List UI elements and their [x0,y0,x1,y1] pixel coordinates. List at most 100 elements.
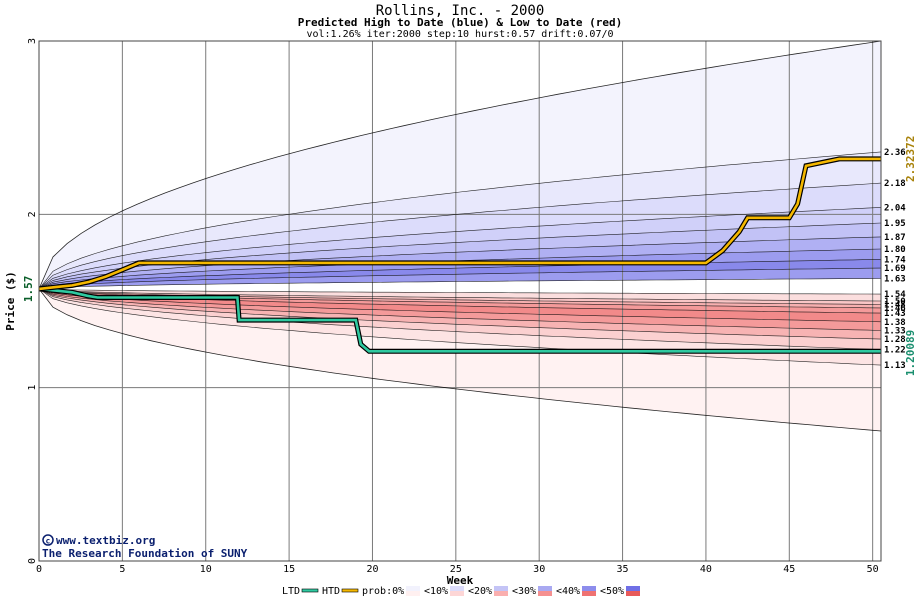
level-label: 1.74 [884,255,906,265]
y-tick-label: 2 [27,211,38,217]
contour-line [38,236,882,290]
credits: c www.textbiz.org The Research Foundatio… [42,534,248,560]
contour-line [38,288,882,350]
credit-url: www.textbiz.org [56,534,155,547]
chart-title: Rollins, Inc. - 2000 [376,3,545,19]
x-tick-label: 5 [119,564,125,575]
ltd-line [38,287,881,353]
x-tick-label: 45 [783,564,795,575]
probability-bands [39,41,881,431]
legend-label: <40% [556,586,580,597]
x-tick-label: 50 [867,564,879,575]
legend-swatch-top [626,586,640,591]
legend-swatch-bottom [626,591,640,596]
band-mid [39,278,881,295]
credit-org: The Research Foundation of SUNY [42,547,248,560]
level-label: 1.13 [884,361,906,371]
band-high-0 [39,41,881,289]
band-high-4 [39,223,881,289]
band-low-6 [39,288,881,340]
band-low-4 [39,288,881,322]
min-ltd-label: 1.20089 [904,330,917,376]
level-label: 1.63 [884,274,906,284]
level-label: 2.18 [884,179,906,189]
legend-line-swatch [301,588,319,593]
contour-line [38,288,882,432]
level-label: 1.95 [884,219,906,229]
band-low-5 [39,288,881,331]
series-lines [38,156,881,354]
contour-line [38,40,882,290]
plot-frame [38,40,882,562]
y-tick-label: 1 [27,385,38,391]
x-axis-label: Week [447,574,474,587]
max-htd-label: 2.32372 [904,136,917,182]
x-axis-ticks: 0 5 10 15 20 25 30 35 40 45 50 [36,564,879,575]
band-high-5 [39,236,881,289]
band-low-2 [39,288,881,308]
legend: LTD HTD prob:0% <10% <20% <30% <40% <50% [282,586,640,597]
legend-swatch-bottom [538,591,552,596]
band-low-3 [39,288,881,314]
contour-line [38,288,882,323]
x-tick-label: 30 [533,564,545,575]
legend-swatch-top [450,586,464,591]
legend-swatch-top [582,586,596,591]
contour-line [38,288,882,331]
level-label: 1.80 [884,245,906,255]
contour-line [38,267,882,290]
band-low-1 [39,288,881,305]
legend-label: <20% [468,586,492,597]
x-tick-label: 0 [36,564,42,575]
level-label: 1.28 [884,335,906,345]
contour-line [38,288,882,340]
legend-swatch-top [406,586,420,591]
band-low-8 [39,288,881,366]
legend-label: <10% [424,586,448,597]
contour-line [38,288,882,295]
legend-swatch-bottom [450,591,464,596]
x-tick-label: 10 [200,564,212,575]
contour-line [38,182,882,290]
legend-swatch-bottom [494,591,508,596]
legend-swatch-top [538,586,552,591]
level-label: 1.43 [884,309,906,319]
level-label: 1.87 [884,233,906,243]
band-high-6 [39,249,881,289]
legend-swatch-bottom [406,591,420,596]
band-low-0 [39,288,881,301]
contour-line [38,151,882,290]
legend-label: <50% [600,586,624,597]
y-tick-label: 3 [27,38,38,44]
level-label: 1.33 [884,326,906,336]
legend-swatch-top [494,586,508,591]
current-price-label: 1.57 [22,276,35,303]
contour-line [38,259,882,290]
copyright-icon [42,534,54,546]
legend-line-swatch [341,588,359,593]
band-high-3 [39,207,881,289]
band-low-9 [39,288,881,431]
chart-subtitle: Predicted High to Date (blue) & Low to D… [298,16,623,29]
legend-label: prob:0% [362,586,404,597]
y-axis-label: Price ($) [4,271,17,331]
x-tick-label: 15 [283,564,295,575]
contour-line [38,207,882,290]
band-high-1 [39,151,881,289]
htd-line [38,157,881,291]
level-label: 1.69 [884,264,906,274]
contour-line [38,288,882,302]
legend-label: HTD [322,586,340,597]
x-tick-label: 40 [700,564,712,575]
percentile-contours [38,40,882,432]
contour-line [38,278,882,290]
y-axis-ticks: 0 1 2 3 [27,38,38,564]
percentile-level-labels: 2.36 2.18 2.04 1.95 1.87 1.801.741.691.63 1.54… [884,148,906,371]
copyright-glyph: c [46,537,51,546]
chart-parameters: vol:1.26% iter:2000 step:10 hurst:0.57 d… [306,29,613,40]
y-tick-label: 0 [27,558,38,564]
band-low-7 [39,288,881,350]
level-label: 1.22 [884,346,906,356]
level-label: 1.54 [884,290,906,300]
